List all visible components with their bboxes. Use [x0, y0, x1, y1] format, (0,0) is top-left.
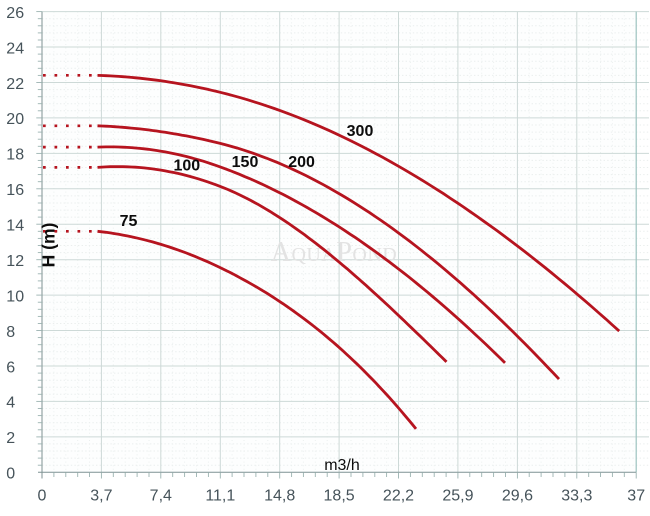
svg-text:12: 12	[6, 253, 24, 270]
svg-text:20: 20	[6, 111, 24, 128]
svg-text:18,5: 18,5	[324, 488, 355, 505]
svg-text:18: 18	[6, 147, 24, 164]
svg-text:10: 10	[6, 288, 24, 305]
svg-text:11,1: 11,1	[205, 488, 235, 505]
svg-text:24: 24	[6, 40, 24, 57]
svg-text:8: 8	[6, 324, 15, 341]
svg-text:150: 150	[232, 154, 259, 171]
svg-text:7,4: 7,4	[150, 488, 172, 505]
svg-text:22: 22	[6, 76, 24, 93]
svg-text:2: 2	[6, 430, 15, 447]
svg-text:200: 200	[288, 154, 315, 171]
svg-text:26: 26	[6, 5, 24, 22]
svg-text:4: 4	[6, 395, 15, 412]
svg-text:0: 0	[38, 488, 47, 505]
svg-text:300: 300	[347, 123, 374, 140]
svg-text:16: 16	[6, 182, 24, 199]
svg-text:14,8: 14,8	[264, 488, 295, 505]
svg-text:100: 100	[173, 157, 200, 174]
svg-text:6: 6	[6, 359, 15, 376]
svg-text:m3/h: m3/h	[324, 457, 360, 474]
svg-text:H (m): H (m)	[39, 223, 59, 268]
svg-text:37: 37	[627, 488, 645, 505]
svg-text:33,3: 33,3	[561, 488, 592, 505]
svg-text:14: 14	[6, 218, 24, 235]
svg-text:22,2: 22,2	[383, 488, 414, 505]
svg-text:25,9: 25,9	[442, 488, 473, 505]
svg-text:3,7: 3,7	[90, 488, 112, 505]
svg-text:0: 0	[6, 466, 15, 483]
svg-text:75: 75	[120, 213, 138, 230]
svg-text:29,6: 29,6	[502, 488, 533, 505]
